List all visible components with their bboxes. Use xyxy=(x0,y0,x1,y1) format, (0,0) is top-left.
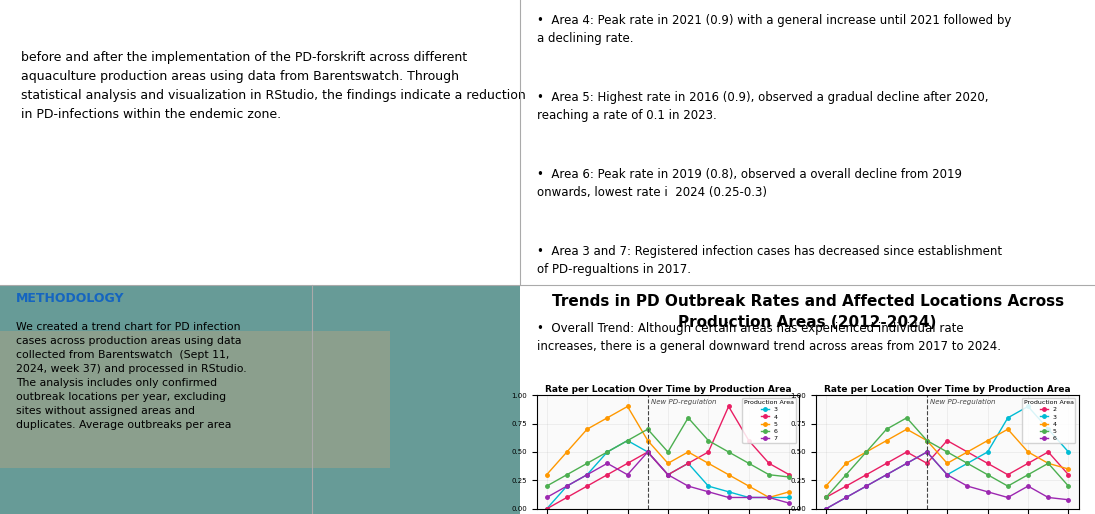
Legend: 2, 3, 4, 5, 6: 2, 3, 4, 5, 6 xyxy=(1022,398,1075,443)
Bar xyxy=(0,331,390,468)
Text: New PD-regulation: New PD-regulation xyxy=(930,398,995,405)
Text: New PD-regulation: New PD-regulation xyxy=(650,398,716,405)
Text: •  Area 5: Highest rate in 2016 (0.9), observed a gradual decline after 2020,
re: • Area 5: Highest rate in 2016 (0.9), ob… xyxy=(538,91,989,122)
Title: Rate per Location Over Time by Production Area: Rate per Location Over Time by Productio… xyxy=(544,386,792,394)
Text: •  Area 6: Peak rate in 2019 (0.8), observed a overall decline from 2019
onwards: • Area 6: Peak rate in 2019 (0.8), obser… xyxy=(538,168,963,199)
Text: •  Overall Trend: Although certain areas has experienced individual rate
increas: • Overall Trend: Although certain areas … xyxy=(538,322,1001,353)
Text: •  Area 3 and 7: Registered infection cases has decreased since establishment
of: • Area 3 and 7: Registered infection cas… xyxy=(538,245,1003,277)
Text: METHODOLOGY: METHODOLOGY xyxy=(15,292,124,305)
Text: We created a trend chart for PD infection
cases across production areas using da: We created a trend chart for PD infectio… xyxy=(15,322,246,430)
Legend: 3, 4, 5, 6, 7: 3, 4, 5, 6, 7 xyxy=(742,398,796,443)
Text: •  Area 4: Peak rate in 2021 (0.9) with a general increase until 2021 followed b: • Area 4: Peak rate in 2021 (0.9) with a… xyxy=(538,14,1012,45)
Title: Rate per Location Over Time by Production Area: Rate per Location Over Time by Productio… xyxy=(823,386,1071,394)
Text: before and after the implementation of the PD-forskrift across different
aquacul: before and after the implementation of t… xyxy=(21,51,526,121)
Text: Trends in PD Outbreak Rates and Affected Locations Across
Production Areas (2012: Trends in PD Outbreak Rates and Affected… xyxy=(552,295,1063,331)
